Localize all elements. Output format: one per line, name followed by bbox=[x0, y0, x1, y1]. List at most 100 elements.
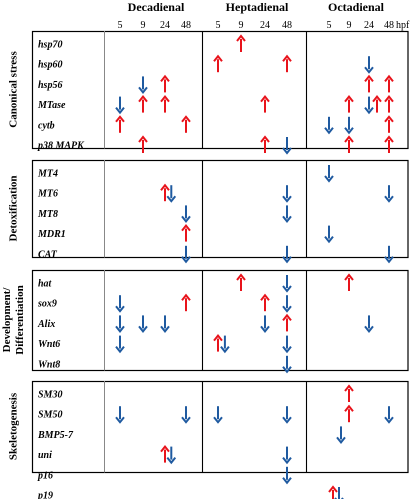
arrow-head bbox=[384, 416, 394, 424]
gene-label: hsp60 bbox=[38, 60, 62, 71]
arrow-head bbox=[384, 135, 394, 143]
arrow-head bbox=[115, 416, 125, 424]
arrow-head bbox=[364, 325, 374, 334]
down-arrow bbox=[282, 335, 292, 354]
arrow-head bbox=[160, 94, 170, 103]
arrow-head bbox=[364, 66, 374, 74]
arrow-head bbox=[282, 195, 292, 203]
gene-label: p38 MAPK bbox=[37, 141, 85, 152]
arrow-head bbox=[344, 384, 354, 392]
gene-label: Alix bbox=[37, 319, 55, 330]
section-title: Skeletogenesis bbox=[8, 392, 20, 460]
arrow-head bbox=[282, 147, 292, 155]
arrow-head bbox=[344, 273, 354, 281]
down-arrow bbox=[181, 245, 191, 264]
up-arrow bbox=[115, 115, 125, 133]
hpf-tick-label: 5 bbox=[327, 20, 332, 31]
gene-label: SM50 bbox=[38, 410, 62, 421]
arrow-head bbox=[220, 345, 230, 354]
arrow-head bbox=[115, 115, 125, 123]
hpf-tick-label: 9 bbox=[141, 20, 146, 31]
arrow-head bbox=[282, 285, 292, 293]
hpf-tick-label: 48 bbox=[181, 20, 191, 31]
gene-label: BMP5-7 bbox=[37, 430, 74, 441]
up-arrow bbox=[236, 34, 246, 52]
up-arrow bbox=[384, 94, 394, 113]
up-arrow bbox=[260, 293, 270, 312]
up-arrow bbox=[213, 333, 223, 352]
section-title: Differentiation bbox=[14, 285, 26, 354]
arrow-head bbox=[282, 416, 292, 424]
arrow-head bbox=[260, 325, 270, 334]
down-arrow bbox=[282, 446, 292, 465]
down-arrow bbox=[282, 355, 292, 374]
up-arrow bbox=[181, 293, 191, 312]
arrow-head bbox=[282, 215, 292, 224]
section-box bbox=[31, 159, 409, 259]
arrow-head bbox=[213, 333, 223, 342]
down-arrow bbox=[324, 116, 334, 135]
hpf-tick-label: 24 bbox=[160, 20, 170, 31]
arrow-head bbox=[324, 127, 334, 135]
arrow-head bbox=[115, 106, 125, 115]
arrow-head bbox=[138, 86, 148, 95]
down-arrow bbox=[220, 335, 230, 354]
arrow-head bbox=[282, 256, 292, 264]
arrow-head bbox=[282, 345, 292, 354]
arrow-head bbox=[282, 477, 292, 485]
up-arrow bbox=[181, 223, 191, 242]
arrow-head bbox=[344, 94, 354, 103]
hpf-tick-label: 48 bbox=[384, 20, 394, 31]
hpf-tick-label: 5 bbox=[216, 20, 221, 31]
down-arrow bbox=[115, 335, 125, 354]
arrow-head bbox=[181, 223, 191, 232]
down-arrow bbox=[138, 315, 148, 334]
arrow-head bbox=[324, 235, 334, 244]
down-arrow bbox=[384, 185, 394, 203]
up-arrow bbox=[160, 444, 170, 463]
arrow-head bbox=[115, 345, 125, 354]
hpf-tick-label: 9 bbox=[239, 20, 244, 31]
arrow-head bbox=[384, 256, 394, 264]
down-arrow bbox=[282, 275, 292, 293]
down-arrow bbox=[336, 426, 346, 445]
down-arrow bbox=[138, 76, 148, 95]
arrow-head bbox=[260, 293, 270, 301]
up-arrow bbox=[213, 54, 223, 73]
gene-label: CAT bbox=[38, 249, 58, 260]
arrow-head bbox=[384, 74, 394, 83]
hpf-tick-label: 24 bbox=[364, 20, 374, 31]
down-arrow bbox=[344, 116, 354, 135]
down-arrow bbox=[115, 315, 125, 334]
section-title: Development/ bbox=[1, 287, 13, 353]
down-arrow bbox=[166, 185, 177, 203]
section-box bbox=[31, 269, 409, 372]
arrow-head bbox=[160, 325, 170, 334]
gene-label: uni bbox=[38, 450, 52, 461]
down-arrow bbox=[384, 406, 394, 424]
up-arrow bbox=[282, 54, 292, 73]
arrow-head bbox=[160, 74, 170, 83]
gene-label: SM30 bbox=[38, 390, 62, 401]
arrow-head bbox=[115, 325, 125, 334]
gene-label: MTase bbox=[37, 100, 66, 111]
up-arrow bbox=[160, 94, 170, 113]
down-arrow bbox=[260, 315, 270, 334]
down-arrow bbox=[364, 96, 374, 115]
arrow-head bbox=[282, 366, 292, 374]
arrow-head bbox=[166, 456, 177, 465]
arrow-head bbox=[160, 183, 170, 191]
down-arrow bbox=[282, 185, 292, 203]
arrow-head bbox=[166, 195, 177, 203]
gene-label: hat bbox=[38, 279, 53, 290]
arrow-head bbox=[364, 106, 374, 115]
up-arrow bbox=[372, 94, 382, 113]
section-box bbox=[31, 30, 409, 150]
arrow-head bbox=[282, 313, 292, 322]
arrow-head bbox=[115, 305, 125, 313]
section-box bbox=[31, 380, 409, 474]
up-arrow bbox=[260, 94, 270, 113]
hpf-tick-label: 24 bbox=[260, 20, 270, 31]
gene-label: MT4 bbox=[37, 169, 58, 180]
arrow-head bbox=[213, 54, 223, 62]
